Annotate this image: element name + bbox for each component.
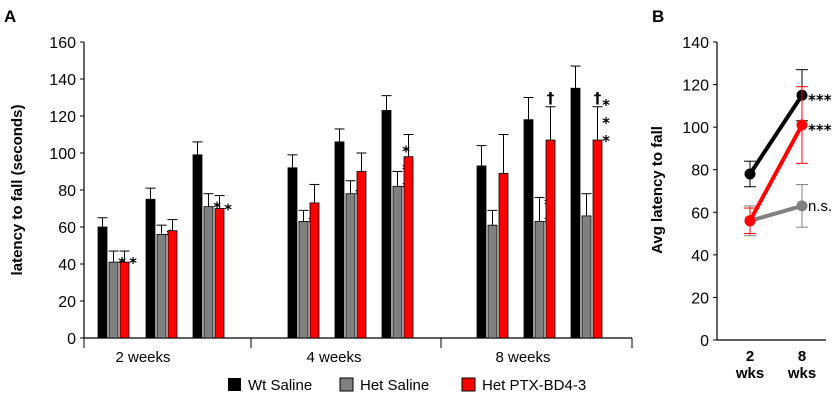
chart-a-y-tick-label: 140 <box>49 72 76 89</box>
chart-a-group-label: 2 weeks <box>115 349 170 366</box>
bar <box>345 193 356 339</box>
bar <box>403 156 414 339</box>
bar <box>392 185 403 339</box>
legend-swatch-wt-saline <box>228 378 241 391</box>
chart-b-y-tick-label: 20 <box>691 290 709 307</box>
significance-marker: * <box>224 201 232 219</box>
chart-a-y-tick-label: 80 <box>58 183 76 200</box>
bar <box>156 233 167 339</box>
chart-b-point <box>744 168 756 180</box>
bar <box>192 154 203 339</box>
chart-b-y-tick-label: 100 <box>682 120 709 137</box>
chart-b-series-line <box>748 94 804 176</box>
legend-label-het-saline: Het Saline <box>360 377 429 394</box>
chart-b-y-tick-label: 140 <box>682 35 709 52</box>
significance-marker: † <box>594 89 602 107</box>
significance-marker: * <box>213 199 221 217</box>
bar <box>498 172 509 339</box>
legend-label-wt-saline: Wt Saline <box>248 377 312 394</box>
chart-b-point <box>796 119 808 131</box>
chart-b-series-annotation: *** <box>808 91 832 109</box>
chart-b-x-label-number: 8 <box>798 348 806 365</box>
chart-b-y-tick-label: 80 <box>691 163 709 180</box>
chart-b-point <box>744 215 756 227</box>
chart-b-x-label-number: 2 <box>746 348 754 365</box>
bar <box>581 215 592 339</box>
chart-b-x-label-unit: wks <box>735 365 764 382</box>
chart-a-y-tick-label: 20 <box>58 294 76 311</box>
chart-a: 020406080100120140160************††***2 … <box>49 35 633 366</box>
chart-b-x-label-unit: wks <box>787 365 816 382</box>
chart-b-y-tick-label: 60 <box>691 205 709 222</box>
chart-a-y-axis-label: latency to fall (seconds) <box>9 105 26 276</box>
bar <box>334 141 345 339</box>
chart-a-group-label: 8 weeks <box>495 349 550 366</box>
chart-a-y-tick-label: 60 <box>58 220 76 237</box>
bar <box>534 221 545 339</box>
bar <box>487 224 498 339</box>
bar <box>476 165 487 339</box>
significance-marker: * <box>602 114 610 132</box>
chart-b-series-annotation: *** <box>808 121 832 139</box>
chart-a-y-tick-label: 40 <box>58 257 76 274</box>
chart-b-series-annotation: n.s. <box>808 198 832 215</box>
bar <box>287 167 298 339</box>
chart-a-group-label: 4 weeks <box>306 349 361 366</box>
chart-b-series-line <box>749 203 803 223</box>
significance-marker: * <box>402 142 410 160</box>
bar <box>523 119 534 339</box>
bar <box>381 110 392 339</box>
bar <box>298 221 309 339</box>
bar <box>97 226 108 339</box>
significance-marker: * <box>602 96 610 114</box>
bar <box>545 139 556 339</box>
bar <box>592 139 603 339</box>
legend-label-het-ptx: Het PTX-BD4-3 <box>482 377 586 394</box>
legend-swatch-het-saline <box>339 377 354 392</box>
bar <box>356 171 367 339</box>
panel-a-label: A <box>4 7 16 26</box>
chart-b-y-tick-label: 40 <box>691 248 709 265</box>
chart-b-y-tick-label: 120 <box>682 78 709 95</box>
significance-marker: * <box>129 254 137 272</box>
bar <box>119 261 130 339</box>
chart-b-y-axis-label: Avg latency to fall <box>649 126 666 254</box>
chart-a-y-tick-label: 100 <box>49 146 76 163</box>
bar <box>309 202 320 339</box>
chart-b-point <box>796 200 808 212</box>
legend: Wt Saline Het Saline Het PTX-BD4-3 <box>228 377 586 394</box>
chart-b-series-line <box>748 124 804 222</box>
significance-marker: † <box>547 89 555 107</box>
bar <box>570 87 581 339</box>
bar <box>203 206 214 339</box>
chart-a-y-tick-label: 0 <box>67 331 76 348</box>
significance-marker: * <box>602 132 610 150</box>
panel-b-label: B <box>652 7 664 26</box>
legend-swatch-het-ptx <box>461 377 476 392</box>
chart-a-y-tick-label: 120 <box>49 109 76 126</box>
bar <box>214 208 225 339</box>
chart-b-y-tick-label: 0 <box>700 333 709 350</box>
bar <box>108 261 119 339</box>
chart-a-y-tick-label: 160 <box>49 35 76 52</box>
bar <box>145 198 156 339</box>
bar <box>167 230 178 339</box>
